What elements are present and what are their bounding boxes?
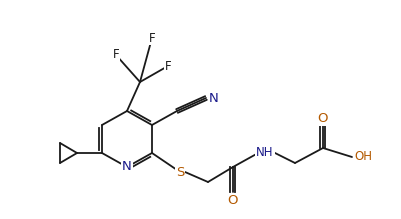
Text: F: F — [148, 32, 155, 44]
Text: F: F — [112, 48, 119, 62]
Text: O: O — [317, 111, 328, 124]
Text: O: O — [227, 194, 238, 207]
Text: S: S — [175, 166, 184, 178]
Text: OH: OH — [353, 150, 371, 164]
Text: F: F — [164, 60, 171, 72]
Text: NH: NH — [255, 145, 273, 159]
Text: N: N — [209, 92, 218, 104]
Text: N: N — [122, 161, 132, 173]
